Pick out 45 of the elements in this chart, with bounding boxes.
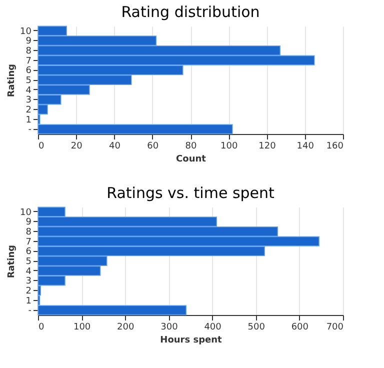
x-tick-label: 40: [109, 142, 121, 152]
y-axis-title: Rating: [7, 64, 18, 98]
x-tick-label: 140: [296, 142, 314, 152]
y-tick-label: 3: [26, 96, 32, 106]
y-tick-label: 2: [26, 106, 32, 116]
y-tick-label: 8: [26, 227, 32, 238]
x-tick-label: 200: [117, 322, 134, 332]
y-tick-label: 6: [26, 247, 32, 258]
y-tick-label: 7: [26, 56, 32, 66]
y-tick-label: 3: [26, 276, 32, 287]
x-tick-label: 0: [38, 322, 44, 332]
y-tick-label: 4: [26, 86, 32, 96]
y-tick-label: 10: [20, 26, 32, 37]
chart-title: Ratings vs. time spent: [106, 184, 275, 202]
x-tick-label: 80: [185, 142, 197, 152]
chart-title: Rating distribution: [121, 2, 260, 21]
x-tick-label: 0: [38, 142, 44, 152]
x-tick-label: 120: [258, 142, 276, 152]
y-tick-label: 4: [26, 266, 32, 277]
x-tick-label: 300: [160, 322, 178, 332]
x-tick-label: 600: [291, 322, 309, 332]
y-tick-label: 6: [26, 66, 32, 76]
y-tick-label: -: [28, 306, 32, 316]
y-tick-label: -: [28, 125, 32, 136]
y-axis-title: Rating: [7, 244, 18, 278]
y-tick-label: 9: [26, 218, 32, 228]
x-axis-title: Count: [176, 154, 207, 164]
x-tick-label: 400: [204, 322, 222, 332]
x-tick-label: 500: [248, 322, 266, 332]
y-tick-label: 8: [26, 46, 32, 56]
y-tick-label: 2: [26, 286, 32, 297]
y-tick-label: 5: [26, 76, 32, 86]
x-tick-label: 20: [70, 142, 83, 152]
x-tick-label: 60: [147, 142, 159, 152]
y-tick-label: 1: [26, 296, 32, 306]
x-tick-label: 700: [326, 322, 344, 332]
y-tick-label: 5: [26, 257, 32, 267]
y-tick-label: 10: [20, 208, 32, 218]
y-tick-label: 7: [26, 237, 32, 248]
x-tick-label: 100: [73, 322, 91, 332]
y-tick-label: 9: [26, 36, 32, 47]
x-axis-title: Hours spent: [160, 336, 223, 346]
x-tick-label: 160: [326, 142, 344, 152]
y-tick-label: 1: [26, 115, 32, 126]
x-tick-label: 100: [220, 142, 238, 152]
